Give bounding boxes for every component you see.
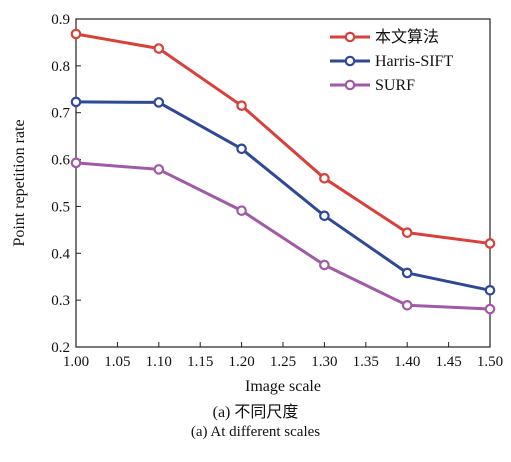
data-point xyxy=(484,303,496,315)
x-tick-label: 1.10 xyxy=(146,354,172,370)
legend-swatch-marker xyxy=(344,55,356,67)
y-tick-label: 0.3 xyxy=(51,293,70,309)
data-point xyxy=(484,285,496,296)
x-tick-label: 1.05 xyxy=(104,354,130,370)
data-point xyxy=(153,164,165,175)
x-tick-label: 1.00 xyxy=(63,354,89,370)
y-tick-label: 0.9 xyxy=(51,12,70,28)
legend-swatch-marker xyxy=(344,79,356,91)
data-point xyxy=(401,299,413,311)
line-chart: 0.2 0.3 0.4 0.5 0.6 0.7 0.8 0.9 1.00 1.05 1.10 1.1… xyxy=(11,12,503,395)
data-point xyxy=(153,97,165,108)
data-point xyxy=(236,205,247,216)
legend-item: 本文算法 xyxy=(330,27,439,46)
y-tick-label: 0.2 xyxy=(51,340,70,356)
data-point xyxy=(70,96,82,108)
figure-caption-english: (a) At different scales xyxy=(190,424,321,440)
data-point xyxy=(70,157,82,169)
x-tick-label: 1.30 xyxy=(311,354,337,370)
data-point xyxy=(401,267,413,279)
legend-item: SURF xyxy=(330,77,415,94)
y-tick-label: 0.4 xyxy=(51,246,70,262)
data-point xyxy=(153,43,165,54)
series-layer xyxy=(70,28,496,315)
series-1 xyxy=(70,28,496,249)
y-tick-label: 0.5 xyxy=(51,199,70,215)
y-tick-label: 0.6 xyxy=(51,153,70,169)
figure-caption-chinese: (a) 不同尺度 xyxy=(212,404,299,421)
x-tick-label: 1.25 xyxy=(270,354,296,370)
legend-item: Harris-SIFT xyxy=(330,53,453,70)
series-2 xyxy=(70,96,496,296)
y-axis-title: Point repetition rate xyxy=(11,119,28,246)
legend: 本文算法 Harris-SIFT SURF xyxy=(330,27,453,94)
legend-label: SURF xyxy=(375,77,415,94)
x-axis-title: Image scale xyxy=(245,378,321,395)
data-point xyxy=(484,238,496,249)
data-point xyxy=(70,28,82,40)
data-point xyxy=(236,143,247,155)
x-tick-label: 1.35 xyxy=(353,354,379,370)
y-tick-label: 0.7 xyxy=(51,106,70,122)
x-tick-label: 1.45 xyxy=(435,354,461,370)
series-line xyxy=(75,100,491,292)
x-axis: 1.00 1.05 1.10 1.15 1.20 1.25 1.30 1.35 1.40 1.45… xyxy=(63,342,503,370)
data-point xyxy=(319,210,330,222)
data-point xyxy=(401,227,413,238)
series-line xyxy=(75,161,491,311)
x-tick-label: 1.40 xyxy=(394,354,420,370)
y-tick-label: 0.8 xyxy=(51,59,70,75)
legend-label: Harris-SIFT xyxy=(375,53,453,70)
x-tick-label: 1.50 xyxy=(477,354,503,370)
series-line xyxy=(75,32,491,245)
x-tick-label: 1.20 xyxy=(228,354,254,370)
x-tick-label: 1.15 xyxy=(187,354,213,370)
data-point xyxy=(319,259,330,271)
series-3 xyxy=(70,157,496,315)
legend-swatch-marker xyxy=(344,31,356,43)
data-point xyxy=(236,100,247,111)
legend-label: 本文算法 xyxy=(375,27,439,46)
data-point xyxy=(319,173,330,184)
